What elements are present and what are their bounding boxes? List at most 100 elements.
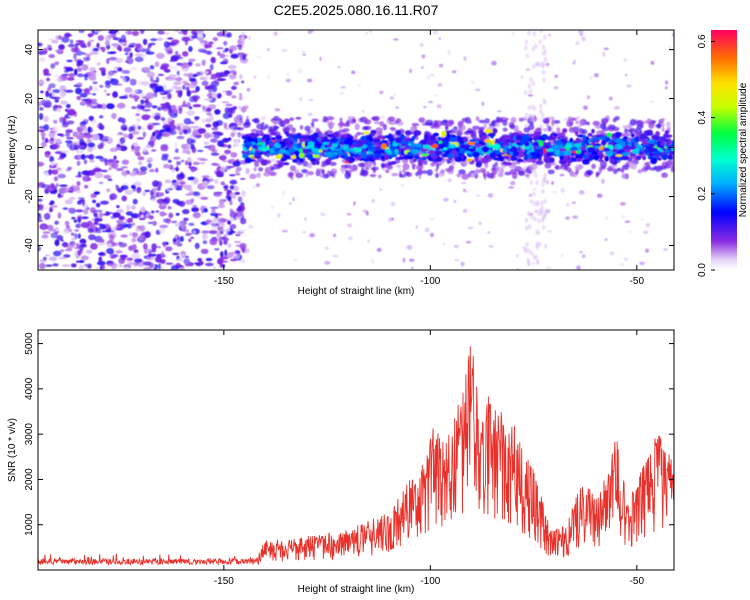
spectrogram-cell xyxy=(61,73,70,76)
spectrogram-cell xyxy=(380,155,385,160)
spectrogram-cell xyxy=(220,229,226,232)
spectrogram-cell xyxy=(192,95,198,103)
spectrogram-cell xyxy=(602,51,605,57)
spectrogram-cell xyxy=(137,125,142,130)
spectrogram-cell xyxy=(442,242,446,246)
spectrogram-cell xyxy=(116,219,124,223)
spectrogram-cell xyxy=(253,167,257,172)
spectrogram-cell xyxy=(509,146,519,153)
spectrogram-cell xyxy=(230,152,238,158)
spectrogram-cell xyxy=(41,234,49,239)
spectrogram-cell xyxy=(581,129,588,135)
spectrogram-cell xyxy=(615,131,622,139)
spectrogram-cell xyxy=(538,103,543,109)
spectrogram-cell xyxy=(634,136,640,143)
spectrogram-cell xyxy=(194,242,200,250)
spectrogram-cell xyxy=(241,190,246,197)
spectrogram-cell xyxy=(362,131,370,135)
spectrogram-cell xyxy=(282,162,290,166)
spectrogram-cell xyxy=(93,85,98,89)
spectrogram-cell xyxy=(610,251,614,256)
spectrogram-cell xyxy=(223,40,228,46)
spectrogram-cell xyxy=(99,84,104,88)
spectrogram-cell xyxy=(340,86,346,89)
spectrogram-cell xyxy=(639,133,647,140)
spectrogram-cell xyxy=(280,157,287,162)
spectrogram-cell xyxy=(527,124,535,131)
spectrogram-cell xyxy=(578,30,584,35)
spectrogram-cell xyxy=(48,54,55,59)
spectrogram-cell xyxy=(163,41,170,48)
spectrogram-cell xyxy=(111,43,119,46)
spectrogram-cell xyxy=(475,88,481,92)
spectrogram-cell xyxy=(49,209,53,213)
spectrogram-cell xyxy=(356,132,362,136)
spectrogram-cell xyxy=(188,238,192,243)
spectrogram-cell xyxy=(375,127,383,133)
spectrogram-cell xyxy=(218,198,225,205)
spectrogram-cell xyxy=(126,56,131,59)
spectrogram-cell xyxy=(88,115,95,122)
spectrogram-cell xyxy=(248,35,251,41)
spectrogram-cell xyxy=(106,188,111,193)
spectrogram-cell xyxy=(222,237,229,242)
spectrogram-cell xyxy=(523,247,528,253)
spectrogram-cell xyxy=(536,230,541,236)
spectrogram-cell xyxy=(232,160,241,167)
spectrogram-cell xyxy=(95,266,99,270)
spectrogram-cell xyxy=(115,227,123,231)
spectrogram-cell xyxy=(203,43,213,49)
spectrogram-cell xyxy=(650,60,655,65)
spectrogram-cell xyxy=(59,249,65,253)
spectrogram-cell xyxy=(253,75,257,79)
spectrogram-cell xyxy=(629,118,637,126)
spectrogram-cell xyxy=(528,88,533,94)
spectrogram-cell xyxy=(551,134,555,138)
spectrogram-cell xyxy=(439,143,445,150)
spectrogram-cell xyxy=(229,174,236,177)
spectrogram-cell xyxy=(244,248,250,254)
spectrogram-cell xyxy=(213,192,222,197)
spectrogram-cell xyxy=(52,92,56,97)
colorbar-label: Normalized spectral amplitude xyxy=(738,82,749,217)
spectrogram-cell xyxy=(347,115,353,122)
spectrogram-cell xyxy=(239,242,247,249)
spectrogram-cell xyxy=(237,105,242,111)
spectrogram-cell xyxy=(237,196,243,203)
spectrogram-cell xyxy=(124,189,133,195)
spectrogram-cell xyxy=(168,74,177,79)
spectrogram-cell xyxy=(274,108,281,112)
spectrogram-cell xyxy=(173,81,182,85)
spectrogram-cell xyxy=(379,90,384,95)
spectrogram-cell xyxy=(292,197,295,202)
spectrogram-cell xyxy=(145,51,155,55)
spectrogram-cell xyxy=(71,217,76,220)
spectrogram-cell xyxy=(354,144,362,148)
spectrogram-cell xyxy=(531,162,538,170)
spectrogram-cell xyxy=(330,168,338,175)
spectrogram-cell xyxy=(341,171,344,174)
spectrogram-cell xyxy=(543,153,548,159)
spectrogram-cell xyxy=(38,198,43,202)
spectrogram-cell xyxy=(322,141,330,145)
spectrogram-cell xyxy=(227,144,232,149)
spectrogram-cell xyxy=(591,128,595,134)
spectrogram-cell xyxy=(161,96,168,100)
spectrogram-cell xyxy=(267,48,270,52)
spectrogram-cell xyxy=(217,204,226,209)
spectrogram-cell xyxy=(372,115,381,122)
spectrogram-cell xyxy=(555,124,560,128)
spectrogram-cell xyxy=(76,59,84,67)
spectrogram-cell xyxy=(79,92,88,98)
spectrogram-cell xyxy=(403,138,411,141)
spectrogram-cell xyxy=(103,174,112,179)
spectrogram-cell xyxy=(465,148,474,152)
spectrogram-cell xyxy=(558,148,566,152)
spectrogram-cell xyxy=(106,58,110,65)
spectrogram-cell xyxy=(642,139,648,145)
spectrogram-cell xyxy=(478,119,486,124)
spectrogram-cell xyxy=(299,96,303,102)
spectrogram-cell xyxy=(167,42,177,46)
spectrogram-cell xyxy=(75,223,82,228)
spectrogram-cell xyxy=(504,162,513,166)
